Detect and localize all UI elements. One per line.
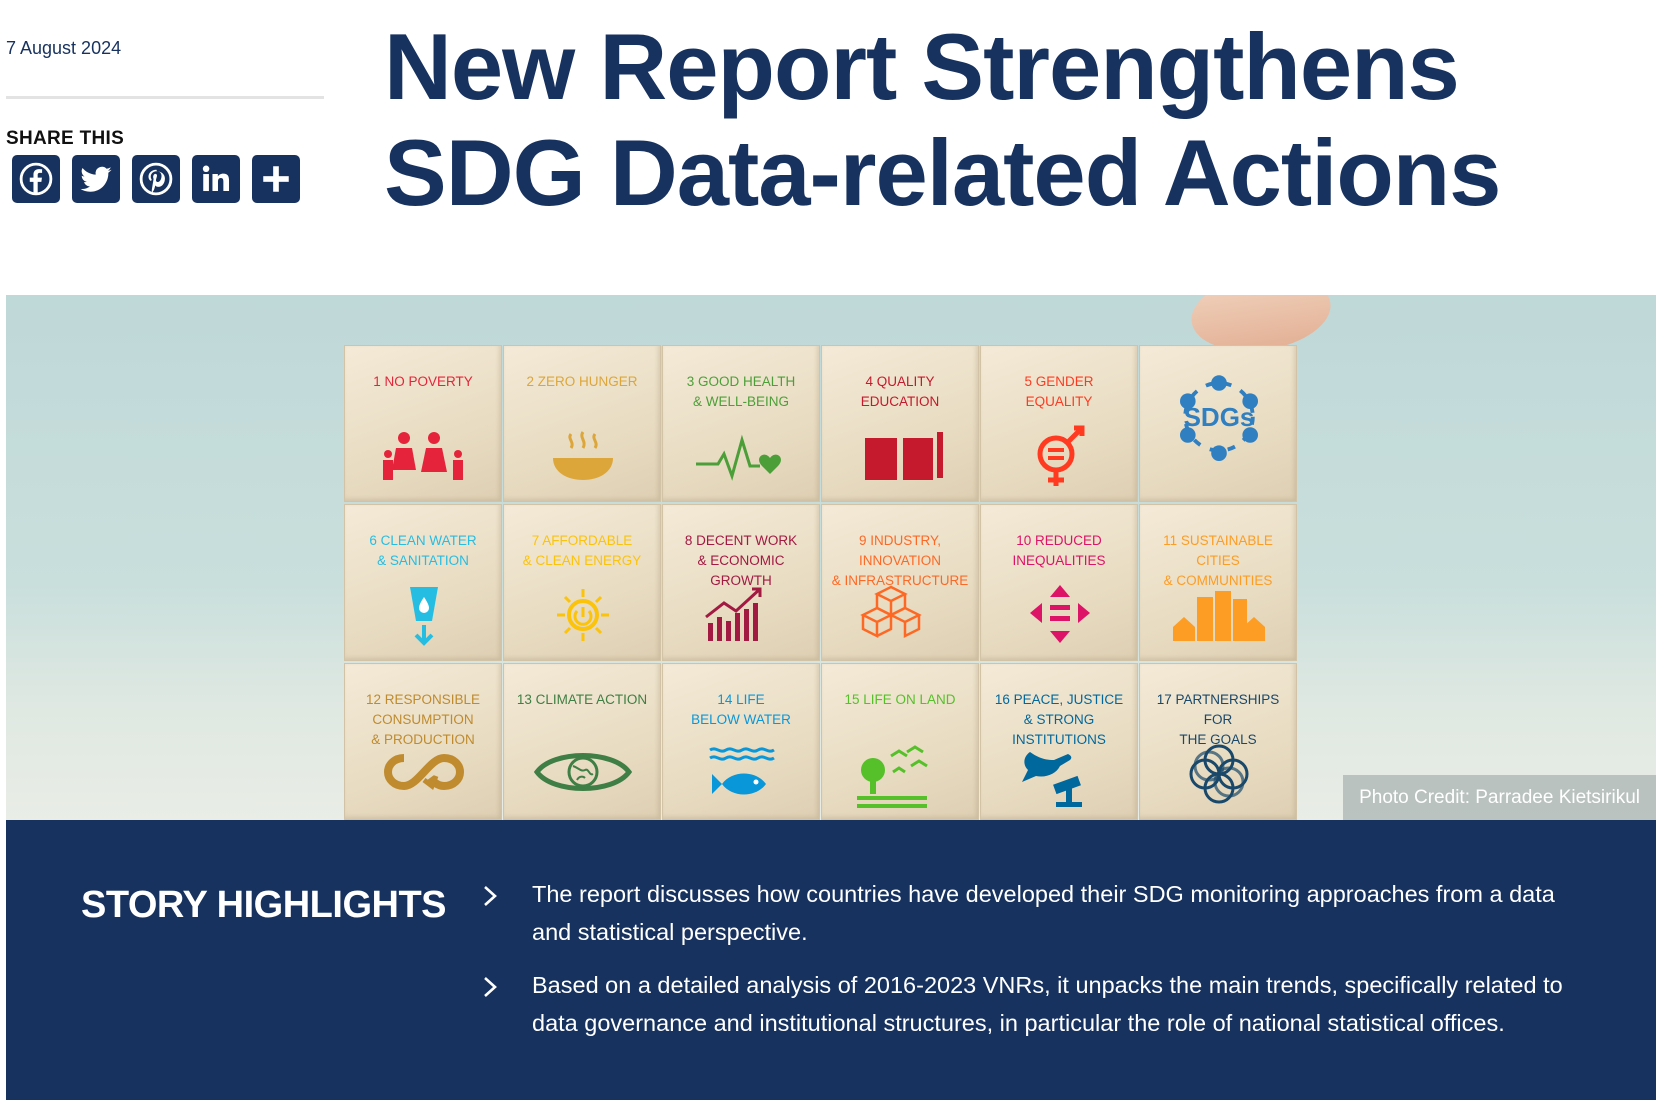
highlights-title: STORY HIGHLIGHTS: [81, 884, 447, 926]
linkedin-icon: [202, 165, 230, 192]
sdg-block: 9 INDUSTRY, INNOVATION & INFRASTRUCTURE: [821, 504, 979, 661]
sdg-block-label: 7 AFFORDABLE & CLEAN ENERGY: [522, 533, 642, 568]
facebook-icon: [19, 162, 53, 196]
sdg-block-label: 17 PARTNERSHIPS FOR THE GOALS: [1156, 692, 1280, 747]
story-highlights: STORY HIGHLIGHTS The report discusses ho…: [6, 820, 1656, 1100]
sdg-block-label: 15 LIFE ON LAND: [844, 692, 956, 707]
sdg-block: 3 GOOD HEALTH & WELL-BEING: [662, 345, 820, 502]
sdg-block: 5 GENDER EQUALITY: [980, 345, 1138, 502]
pinterest-share-button[interactable]: [132, 155, 180, 203]
city-icon: [1173, 591, 1265, 641]
sdg-block: 17 PARTNERSHIPS FOR THE GOALS: [1139, 663, 1297, 820]
highlights-list: The report discusses how countries have …: [476, 875, 1586, 1057]
svg-text:SDGs: SDGs: [1184, 402, 1255, 432]
tree-birds-icon: [857, 745, 928, 808]
fish-icon: [709, 747, 775, 795]
rings-icon: [1189, 744, 1249, 804]
arrows-icon: [1030, 585, 1090, 643]
sdg-block-label: 12 RESPONSIBLE CONSUMPTION & PRODUCTION: [365, 692, 481, 747]
sdg-block-label: 4 QUALITY EDUCATION: [860, 374, 940, 409]
share-buttons: [12, 155, 300, 203]
sdg-block-label: 13 CLIMATE ACTION: [516, 692, 648, 707]
title-line-1: New Report Strengthens: [384, 14, 1460, 119]
dove-gavel-icon: [1022, 752, 1082, 807]
sdg-block: 13 CLIMATE ACTION: [503, 663, 661, 820]
eye-globe-icon: [533, 753, 633, 791]
highlight-text: The report discusses how countries have …: [532, 881, 1555, 945]
sdg-block: 10 REDUCED INEQUALITIES: [980, 504, 1138, 661]
title-line-2: SDG Data-related Actions: [384, 120, 1501, 225]
chevron-right-icon: [484, 886, 497, 906]
sdg-block-label: 1 NO POVERTY: [373, 374, 473, 389]
sdg-block-label: 16 PEACE, JUSTICE & STRONG INSTITUTIONS: [994, 692, 1124, 747]
share-label: SHARE THIS: [6, 128, 125, 149]
sdg-block: 15 LIFE ON LAND: [821, 663, 979, 820]
sdg-block: SDGs: [1139, 345, 1297, 502]
sdg-block: 4 QUALITY EDUCATION: [821, 345, 979, 502]
water-icon: [410, 587, 438, 646]
book-icon: [865, 432, 943, 480]
sdg-block: 16 PEACE, JUSTICE & STRONG INSTITUTIONS: [980, 663, 1138, 820]
sdg-block-label: 5 GENDER EQUALITY: [1024, 374, 1094, 409]
bowl-icon: [553, 431, 613, 480]
pinterest-icon: [139, 162, 173, 196]
sdgs-icon: SDGs: [1180, 375, 1258, 461]
sdg-block-label: 8 DECENT WORK & ECONOMIC GROWTH: [684, 533, 798, 588]
sdg-block-label: 2 ZERO HUNGER: [526, 374, 638, 389]
sdg-block: 7 AFFORDABLE & CLEAN ENERGY: [503, 504, 661, 661]
infinity-icon: [383, 753, 465, 791]
sdg-block-label: 14 LIFE BELOW WATER: [691, 692, 791, 727]
sdg-block-label: 11 SUSTAINABLE CITIES & COMMUNITIES: [1163, 533, 1273, 588]
gender-icon: [1037, 425, 1085, 486]
sdg-block: 11 SUSTAINABLE CITIES & COMMUNITIES: [1139, 504, 1297, 661]
twitter-icon: [80, 166, 112, 192]
sdg-block-grid: 1 NO POVERTY 2 ZERO HUNGER 3 GOOD HEALTH &…: [344, 345, 1306, 820]
cubes-icon: [860, 585, 922, 639]
sdg-block: 1 NO POVERTY: [344, 345, 502, 502]
sdg-block-label: 9 INDUSTRY, INNOVATION & INFRASTRUCTURE: [831, 533, 969, 588]
article-title: New Report Strengthens SDG Data-related …: [384, 14, 1501, 226]
sdg-block-label: 10 REDUCED INEQUALITIES: [1012, 533, 1106, 568]
hero-photo: 1 NO POVERTY 2 ZERO HUNGER 3 GOOD HEALTH &…: [6, 295, 1656, 820]
growth-chart-icon: [705, 587, 762, 641]
sdg-block: 2 ZERO HUNGER: [503, 345, 661, 502]
chevron-right-icon: [484, 977, 497, 997]
date-divider: [6, 96, 324, 99]
sdg-block-label: 3 GOOD HEALTH & WELL-BEING: [686, 374, 796, 409]
more-share-button[interactable]: [252, 155, 300, 203]
sdg-block: 6 CLEAN WATER & SANITATION: [344, 504, 502, 661]
linkedin-share-button[interactable]: [192, 155, 240, 203]
photo-credit: Photo Credit: Parradee Kietsirikul: [1343, 775, 1656, 820]
twitter-share-button[interactable]: [72, 155, 120, 203]
highlight-text: Based on a detailed analysis of 2016-202…: [532, 972, 1563, 1036]
sun-icon: [557, 589, 609, 641]
sdg-block: 12 RESPONSIBLE CONSUMPTION & PRODUCTION: [344, 663, 502, 820]
plus-icon: [263, 166, 289, 192]
heartbeat-icon: [696, 434, 781, 481]
facebook-share-button[interactable]: [12, 155, 60, 203]
sdg-block: 14 LIFE BELOW WATER: [662, 663, 820, 820]
family-icon: [383, 432, 463, 480]
sdg-block-label: 6 CLEAN WATER & SANITATION: [369, 533, 477, 568]
sdg-block: 8 DECENT WORK & ECONOMIC GROWTH: [662, 504, 820, 661]
highlight-item: The report discusses how countries have …: [476, 875, 1586, 951]
article-date: 7 August 2024: [6, 38, 122, 58]
highlight-item: Based on a detailed analysis of 2016-202…: [476, 966, 1586, 1042]
